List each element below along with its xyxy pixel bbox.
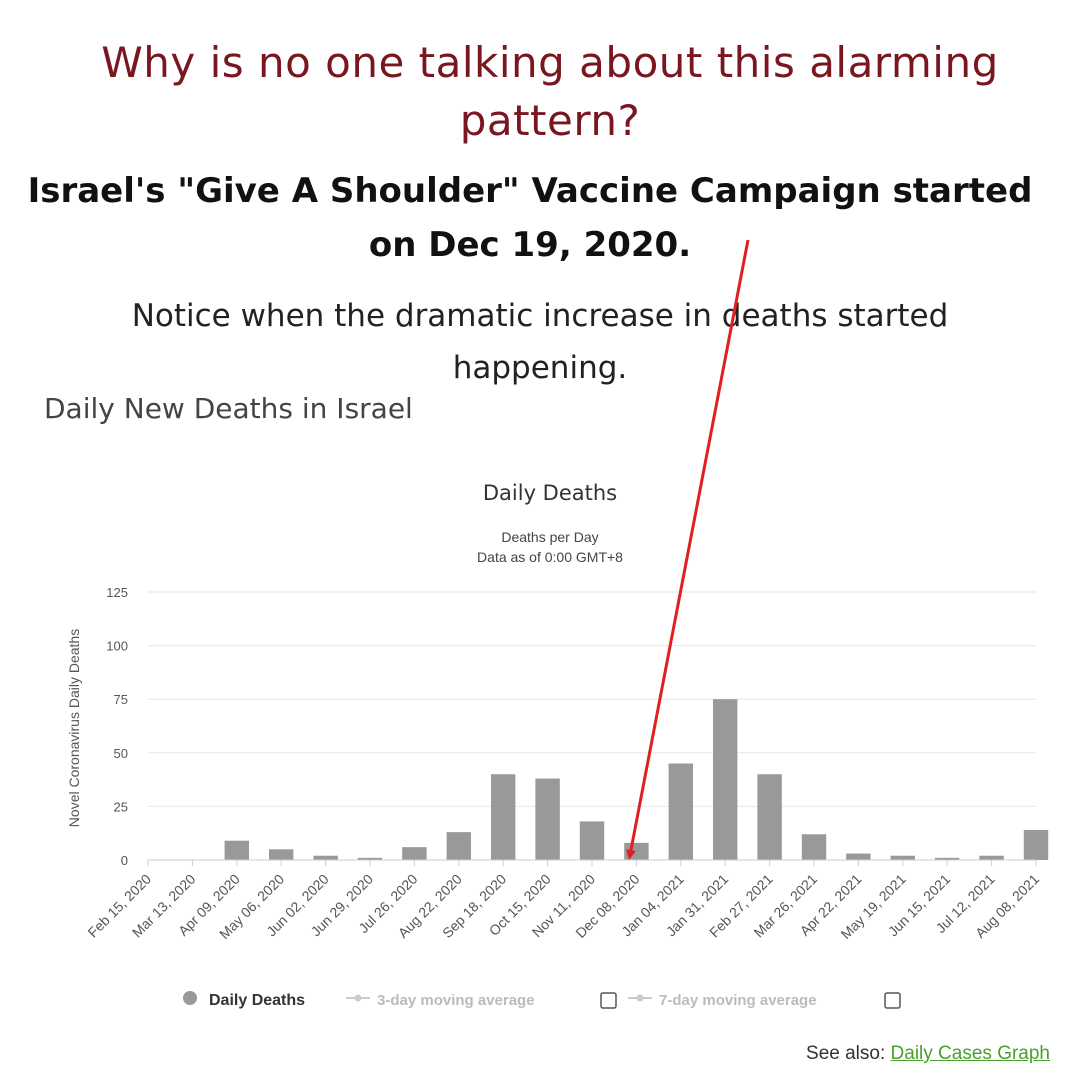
bar[interactable] [934,857,960,860]
legend-marker-daily-deaths [183,991,197,1005]
legend-dot-7day [636,994,644,1002]
y-axis: 0 25 50 75 100 125 [106,585,128,868]
bar[interactable] [846,853,871,860]
bar[interactable] [579,821,605,860]
notice-text: Notice when the dramatic increase in dea… [131,298,949,386]
y-axis-label: Novel Coronavirus Daily Deaths [66,629,82,827]
bar[interactable] [624,842,649,860]
y-tick-label: 50 [114,746,128,761]
y-tick-label: 100 [106,639,128,654]
subheadline: Israel's "Give A Shoulder" Vaccine Campa… [27,171,1033,265]
see-also: See also: Daily Cases Graph [806,1043,1050,1065]
chart-subtitle-line-1: Deaths per Day [501,529,599,545]
bar[interactable] [357,857,383,860]
legend: Daily Deaths 3-day moving average 7-day mo… [183,991,901,1009]
y-tick-label: 75 [114,692,128,707]
grid-lines [148,591,1036,861]
legend-item-7day-average[interactable]: 7-day moving average [659,992,817,1009]
bar[interactable] [757,774,782,860]
bar[interactable] [890,855,916,860]
chart-subtitle-line-2: Data as of 0:00 GMT+8 [477,549,623,565]
chart-title: Daily Deaths [482,481,618,505]
y-tick-label: 125 [106,585,128,600]
y-tick-label: 25 [114,799,128,814]
legend-dot-3day [354,994,362,1002]
bars [224,699,1049,860]
chart-heading: Daily New Deaths in Israel [44,392,413,425]
bar[interactable] [446,832,472,860]
bar[interactable] [668,763,694,860]
bar[interactable] [535,778,560,860]
annotation-arrow [626,239,750,860]
legend-item-daily-deaths[interactable]: Daily Deaths [209,992,305,1009]
see-also-label: See also: [806,1043,886,1064]
y-tick-label: 0 [121,853,128,868]
bar[interactable] [979,855,1004,860]
bar[interactable] [268,849,294,860]
checkbox-3day-average[interactable] [600,992,617,1009]
bar[interactable] [801,834,827,860]
bar[interactable] [402,847,427,860]
legend-item-3day-average[interactable]: 3-day moving average [377,992,535,1009]
headline: Why is no one talking about this alarmin… [101,38,999,145]
bar[interactable] [712,699,738,860]
daily-cases-graph-link[interactable]: Daily Cases Graph [890,1043,1050,1064]
bar[interactable] [224,840,250,860]
bar[interactable] [313,855,338,860]
checkbox-7day-average[interactable] [884,992,901,1009]
bar[interactable] [490,774,516,860]
bar[interactable] [1023,829,1049,860]
